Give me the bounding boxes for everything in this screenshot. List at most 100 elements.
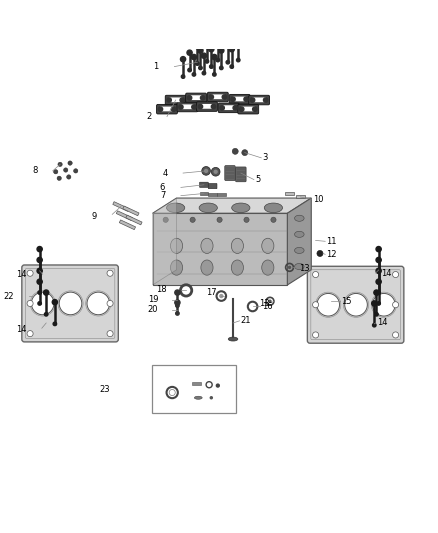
Circle shape — [175, 290, 180, 295]
Circle shape — [181, 75, 185, 78]
Circle shape — [377, 291, 380, 294]
Text: 14: 14 — [16, 325, 27, 334]
Circle shape — [107, 270, 113, 276]
Circle shape — [377, 302, 380, 305]
FancyBboxPatch shape — [238, 104, 259, 114]
Circle shape — [222, 95, 226, 99]
Circle shape — [87, 292, 110, 315]
Text: 16: 16 — [262, 302, 272, 311]
Bar — [113, 201, 129, 212]
Ellipse shape — [294, 215, 304, 221]
FancyBboxPatch shape — [200, 182, 208, 188]
Circle shape — [271, 217, 276, 222]
Circle shape — [226, 61, 230, 64]
Text: 13: 13 — [259, 299, 270, 308]
Circle shape — [313, 271, 319, 278]
Ellipse shape — [262, 260, 274, 275]
Circle shape — [171, 107, 176, 111]
Circle shape — [211, 104, 215, 109]
Circle shape — [187, 50, 192, 55]
Circle shape — [240, 107, 244, 111]
Text: 1: 1 — [152, 62, 158, 71]
FancyBboxPatch shape — [180, 104, 194, 109]
Circle shape — [68, 161, 72, 165]
Circle shape — [217, 217, 222, 222]
Circle shape — [377, 269, 380, 272]
Circle shape — [38, 280, 41, 284]
FancyBboxPatch shape — [156, 104, 177, 114]
FancyBboxPatch shape — [197, 102, 217, 111]
Circle shape — [176, 304, 179, 308]
Circle shape — [244, 217, 249, 222]
FancyBboxPatch shape — [177, 102, 198, 112]
Circle shape — [219, 66, 223, 70]
Text: 14: 14 — [16, 270, 27, 279]
Text: 8: 8 — [32, 166, 38, 175]
Ellipse shape — [262, 238, 274, 254]
Circle shape — [373, 324, 376, 327]
Circle shape — [195, 44, 200, 49]
Bar — [192, 382, 201, 385]
Circle shape — [204, 169, 208, 173]
Circle shape — [59, 292, 82, 315]
Circle shape — [201, 96, 205, 100]
Circle shape — [205, 42, 209, 46]
Circle shape — [27, 301, 33, 306]
Text: 13: 13 — [299, 264, 310, 273]
Circle shape — [167, 98, 171, 102]
Circle shape — [376, 246, 381, 252]
Circle shape — [251, 98, 255, 102]
Circle shape — [212, 72, 216, 76]
Bar — [296, 196, 305, 198]
Text: 18: 18 — [156, 285, 167, 294]
Circle shape — [58, 162, 62, 166]
Circle shape — [317, 294, 339, 316]
Text: 12: 12 — [326, 250, 337, 259]
Circle shape — [201, 53, 207, 58]
FancyBboxPatch shape — [218, 103, 239, 112]
Circle shape — [27, 270, 33, 276]
Ellipse shape — [201, 238, 213, 254]
Bar — [285, 192, 294, 195]
Circle shape — [242, 150, 248, 156]
Ellipse shape — [166, 203, 185, 213]
Circle shape — [198, 48, 203, 53]
Circle shape — [209, 65, 213, 68]
Circle shape — [209, 396, 213, 400]
Circle shape — [196, 62, 199, 65]
FancyBboxPatch shape — [189, 95, 203, 100]
Text: 21: 21 — [241, 316, 251, 325]
Text: 14: 14 — [381, 269, 391, 278]
Circle shape — [163, 217, 168, 222]
Bar — [123, 206, 139, 216]
Circle shape — [158, 107, 162, 111]
Circle shape — [32, 292, 54, 315]
Ellipse shape — [231, 260, 244, 275]
Circle shape — [37, 268, 42, 273]
Circle shape — [176, 312, 179, 315]
Circle shape — [192, 72, 196, 76]
Circle shape — [67, 175, 71, 179]
Circle shape — [202, 71, 206, 75]
Circle shape — [345, 294, 367, 316]
Circle shape — [372, 301, 377, 306]
Text: 23: 23 — [100, 384, 110, 393]
Circle shape — [37, 257, 42, 263]
Ellipse shape — [264, 203, 283, 213]
Circle shape — [64, 168, 68, 172]
FancyBboxPatch shape — [169, 98, 183, 102]
Circle shape — [107, 301, 113, 306]
Circle shape — [27, 330, 33, 337]
FancyBboxPatch shape — [208, 183, 217, 189]
FancyBboxPatch shape — [208, 92, 228, 102]
Ellipse shape — [194, 396, 202, 399]
Bar — [152, 365, 237, 413]
Circle shape — [392, 332, 399, 338]
Ellipse shape — [232, 203, 250, 213]
Circle shape — [74, 169, 78, 173]
FancyBboxPatch shape — [22, 265, 118, 342]
FancyBboxPatch shape — [186, 93, 207, 103]
Circle shape — [38, 269, 41, 272]
Text: 7: 7 — [160, 191, 166, 200]
Ellipse shape — [170, 260, 183, 275]
